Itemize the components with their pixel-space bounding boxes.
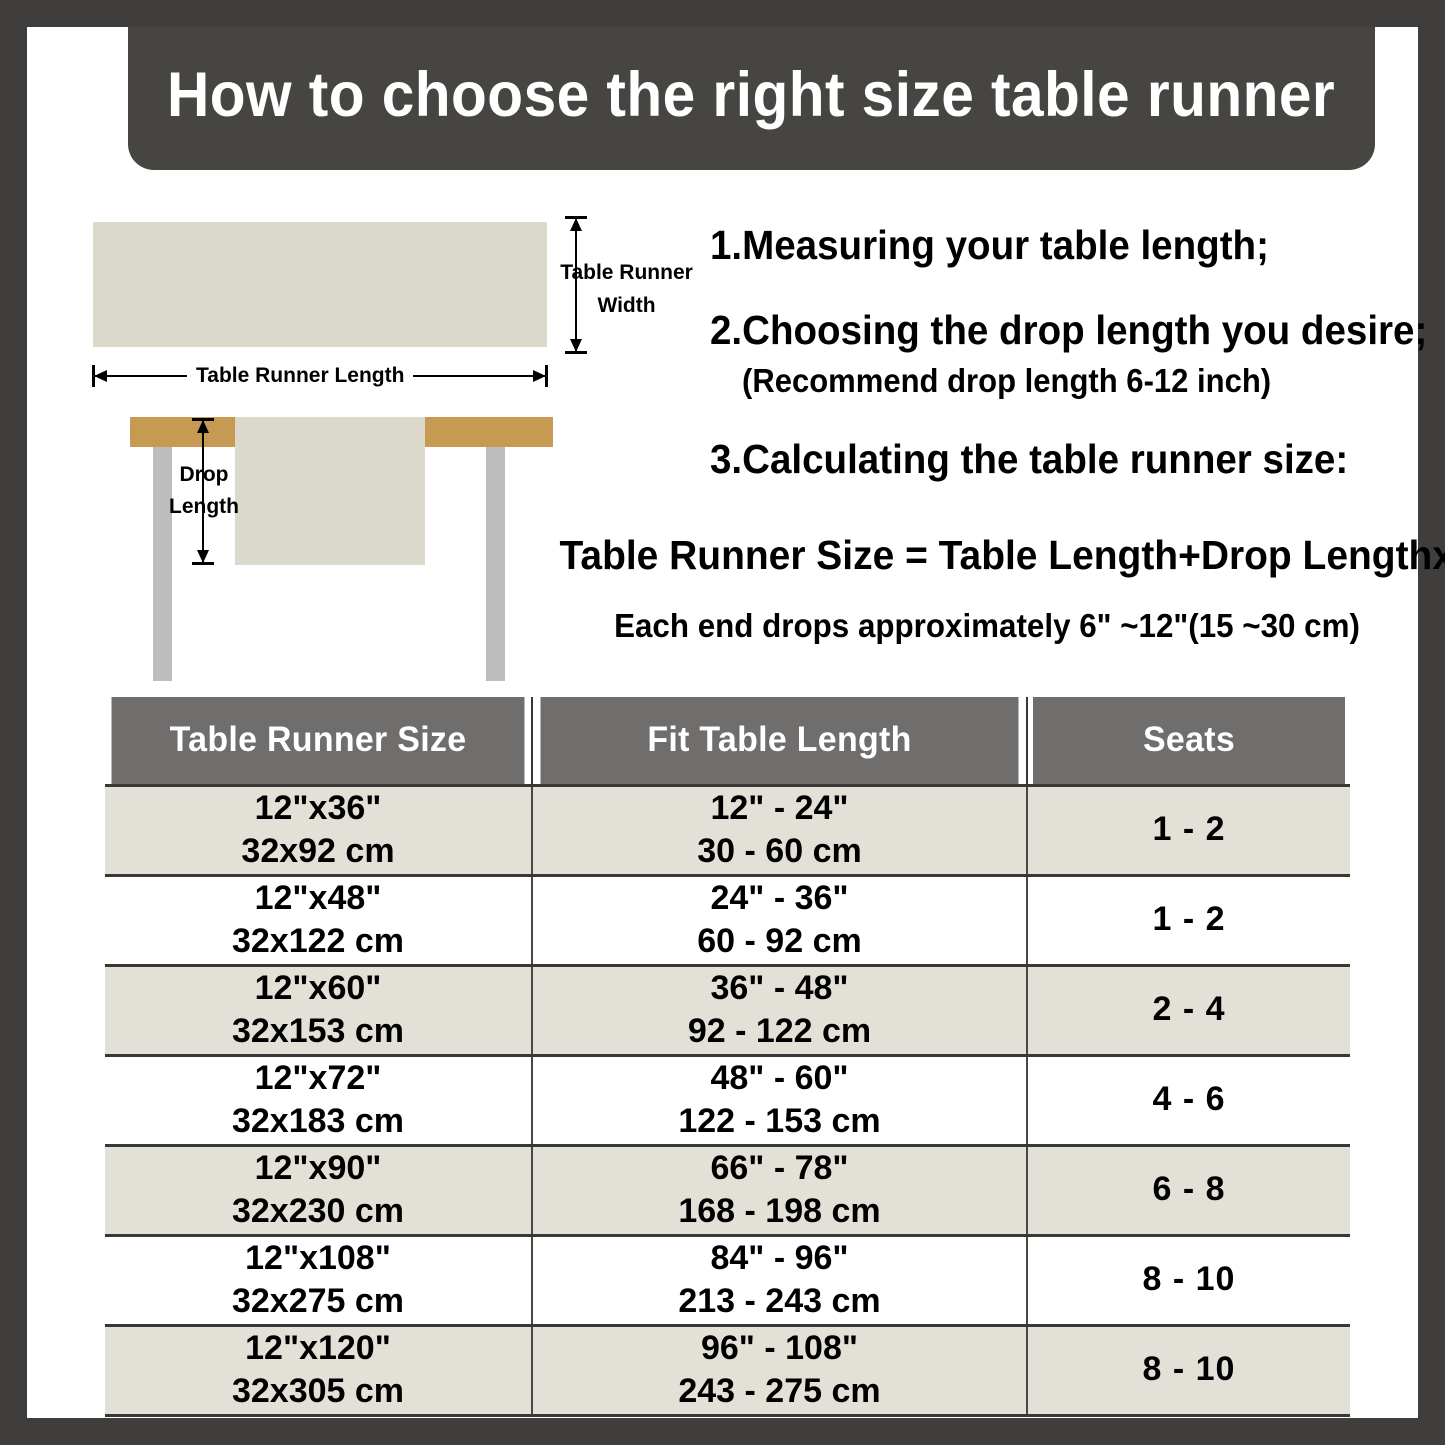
drop-length-label-line2: Length: [169, 494, 239, 518]
length-tick-right: [545, 365, 548, 387]
cell-runner-size: 12"x120" 32x305 cm: [105, 1325, 533, 1417]
cell-runner-size: 12"x72" 32x183 cm: [105, 1055, 533, 1147]
cell-runner-size: 12"x108" 32x275 cm: [105, 1235, 533, 1327]
drop-tick-top: [192, 418, 214, 421]
runner-flat-shape: [93, 222, 547, 347]
length-tick-left: [92, 365, 95, 387]
column-header-fit-table-length: Fit Table Length: [539, 697, 1021, 787]
cell-fit-table-length: 48" - 60" 122 - 153 cm: [532, 1055, 1028, 1147]
drop-length-label-line1: Drop: [179, 463, 229, 486]
step-2-text: 2.Choosing the drop length you desire;: [710, 307, 1428, 353]
table-leg-right: [486, 447, 505, 681]
table-row: 12"x90" 32x230 cm 66" - 78" 168 - 198 cm…: [105, 1145, 1350, 1237]
table-scene: Drop Length: [93, 417, 573, 697]
table-row: 12"x108" 32x275 cm 84" - 96" 213 - 243 c…: [105, 1235, 1350, 1327]
cell-runner-size: 12"x48" 32x122 cm: [105, 875, 533, 967]
table-row: 12"x48" 32x122 cm 24" - 36" 60 - 92 cm 1…: [105, 875, 1350, 967]
runner-draped-shape: [235, 417, 425, 565]
cell-seats: 2 - 4: [1027, 965, 1350, 1057]
cell-fit-table-length: 36" - 48" 92 - 122 cm: [532, 965, 1028, 1057]
instruction-steps: 1.Measuring your table length; 2.Choosin…: [682, 222, 1428, 483]
page-title: How to choose the right size table runne…: [167, 60, 1336, 130]
cell-fit-table-length: 84" - 96" 213 - 243 cm: [532, 1235, 1028, 1327]
arrowhead-up-icon: [570, 218, 582, 231]
cell-runner-size: 12"x90" 32x230 cm: [105, 1145, 533, 1237]
title-banner: How to choose the right size table runne…: [128, 27, 1375, 170]
cell-runner-size: 12"x36" 32x92 cm: [105, 785, 533, 877]
cell-seats: 4 - 6: [1027, 1055, 1350, 1147]
white-canvas: How to choose the right size table runne…: [27, 27, 1445, 1418]
cell-seats: 8 - 10: [1027, 1235, 1350, 1327]
cell-seats: 6 - 8: [1027, 1145, 1350, 1237]
runner-size-formula-note: Each end drops approximately 6" ~12"(15 …: [614, 607, 1360, 644]
cell-fit-table-length: 12" - 24" 30 - 60 cm: [532, 785, 1028, 877]
runner-width-label-line2: Width: [597, 293, 656, 317]
table-leg-left: [153, 447, 172, 681]
drop-length-label: Drop Length: [135, 459, 273, 522]
table-row: 12"x60" 32x153 cm 36" - 48" 92 - 122 cm …: [105, 965, 1350, 1057]
step-3-text: 3.Calculating the table runner size:: [710, 436, 1349, 482]
cell-seats: 1 - 2: [1027, 785, 1350, 877]
arrowhead-left-icon: [94, 370, 107, 382]
table-header-row: Table Runner Size Fit Table Length Seats: [105, 697, 1350, 787]
cell-seats: 1 - 2: [1027, 875, 1350, 967]
runner-diagram: Table Runner Width Table Runner Length: [67, 195, 693, 697]
runner-size-formula: Table Runner Size = Table Length+Drop Le…: [559, 532, 1445, 578]
width-tick-top: [565, 216, 587, 219]
cell-seats: 8 - 10: [1027, 1325, 1350, 1417]
size-chart-table: Table Runner Size Fit Table Length Seats…: [105, 697, 1350, 1417]
arrowhead-up-icon: [197, 420, 209, 433]
arrowhead-down-icon: [570, 339, 582, 352]
table-row: 12"x36" 32x92 cm 12" - 24" 30 - 60 cm 1 …: [105, 785, 1350, 877]
arrowhead-down-icon: [197, 550, 209, 563]
cell-fit-table-length: 96" - 108" 243 - 275 cm: [532, 1325, 1028, 1417]
table-row: 12"x120" 32x305 cm 96" - 108" 243 - 275 …: [105, 1325, 1350, 1417]
runner-length-label: Table Runner Length: [187, 363, 414, 389]
cell-fit-table-length: 24" - 36" 60 - 92 cm: [532, 875, 1028, 967]
cell-fit-table-length: 66" - 78" 168 - 198 cm: [532, 1145, 1028, 1237]
formula-block: Table Runner Size = Table Length+Drop Le…: [537, 532, 1445, 645]
arrowhead-right-icon: [533, 370, 546, 382]
table-row: 12"x72" 32x183 cm 48" - 60" 122 - 153 cm…: [105, 1055, 1350, 1147]
runner-width-label-line1: Table Runner: [560, 261, 693, 284]
step-2-note-text: (Recommend drop length 6-12 inch): [742, 362, 1272, 399]
tabletop-right: [423, 417, 553, 447]
cell-runner-size: 12"x60" 32x153 cm: [105, 965, 533, 1057]
drop-length-dimension-arrow: [192, 418, 214, 565]
column-header-seats: Seats: [1031, 697, 1346, 787]
column-header-runner-size: Table Runner Size: [111, 697, 527, 787]
size-chart-body: 12"x36" 32x92 cm 12" - 24" 30 - 60 cm 1 …: [105, 785, 1350, 1417]
width-tick-bottom: [565, 351, 587, 354]
drop-tick-bottom: [192, 562, 214, 565]
step-1-text: 1.Measuring your table length;: [710, 222, 1269, 268]
runner-width-dimension-arrow: [565, 216, 587, 354]
runner-width-label: Table Runner Width: [539, 257, 714, 322]
